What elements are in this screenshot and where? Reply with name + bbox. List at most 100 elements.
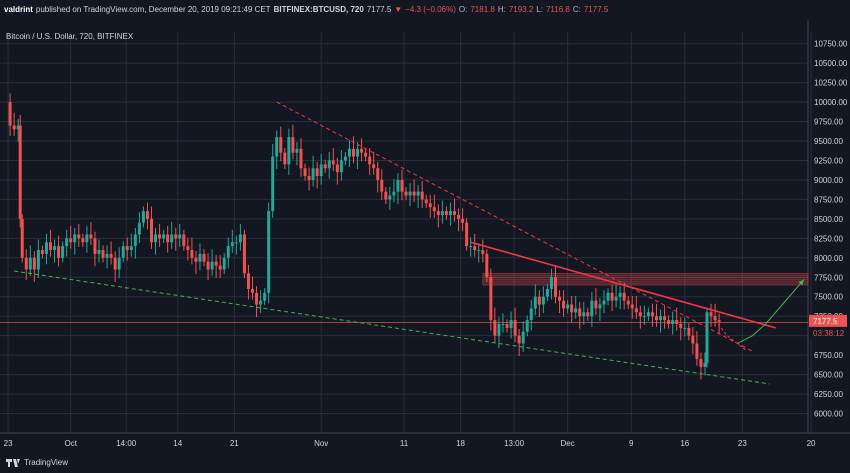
candle-body (376, 168, 380, 180)
candle-body (36, 250, 40, 270)
candle-body (489, 277, 493, 321)
candle-body (691, 335, 695, 344)
candle-body (137, 222, 141, 235)
candle-body (606, 292, 610, 301)
candle-body (485, 253, 489, 278)
candle-body (562, 300, 566, 309)
candle-body (198, 253, 202, 262)
y-tick-label: 10750.00 (814, 40, 848, 49)
symbol-label[interactable]: BITFINEX:BTCUSD, 720 (273, 5, 364, 14)
x-tick-label: 20 (807, 439, 816, 448)
y-tick-label: 8500.00 (814, 215, 843, 224)
candle-body (218, 265, 222, 270)
candle-body (319, 164, 323, 177)
countdown-label: 03:38:12 (813, 329, 845, 338)
candle-body (20, 218, 24, 258)
y-tick-label: 9250.00 (814, 156, 843, 165)
publisher-name[interactable]: valdrint (4, 5, 33, 14)
candle-body (400, 179, 404, 192)
x-tick-label: Oct (64, 439, 77, 448)
candle-body (671, 320, 675, 324)
candle-body (109, 253, 113, 258)
candle-body (352, 148, 355, 157)
candle-body (295, 148, 299, 153)
candle-body (307, 176, 311, 180)
candle-body (703, 362, 707, 367)
candle-body (448, 211, 452, 215)
candle-body (214, 261, 218, 266)
price-chart[interactable]: 6000.006250.006500.006750.007000.007250.… (0, 20, 850, 453)
candle-body (663, 316, 667, 321)
candle-body (360, 148, 364, 153)
x-tick-label: 23 (738, 439, 747, 448)
green-arrowhead (798, 279, 804, 286)
candle-body (85, 234, 89, 243)
red-dashed-trendline (276, 101, 753, 352)
candle-body (81, 238, 85, 243)
candle-body (416, 191, 420, 196)
candle-body (493, 320, 497, 336)
candle-body (683, 327, 687, 329)
candle-body (49, 242, 52, 251)
y-tick-label: 9000.00 (814, 176, 843, 185)
low-label: L: (536, 5, 543, 14)
candle-body (404, 191, 408, 196)
candle-body (570, 304, 574, 313)
candle-body (8, 102, 12, 126)
candle-body (481, 250, 485, 254)
candle-body (251, 288, 254, 293)
candle-body (279, 137, 283, 153)
candle-body (659, 316, 663, 321)
candle-body (210, 261, 214, 270)
candle-body (69, 238, 73, 243)
candle-body (529, 308, 533, 321)
candle-body (101, 250, 105, 258)
candle-body (574, 308, 578, 313)
candle-body (24, 257, 28, 270)
candle-body (705, 312, 709, 363)
candle-body (465, 222, 469, 247)
candle-body (428, 203, 432, 208)
candle-body (554, 277, 557, 297)
candle-body (602, 300, 606, 305)
candle-body (473, 246, 477, 251)
resistance-zone (482, 273, 809, 286)
candle-body (327, 160, 331, 169)
candle-body (372, 164, 376, 169)
green-projection-path (737, 279, 805, 344)
candle-body (255, 292, 259, 305)
candle-body (113, 257, 117, 270)
x-tick-label: 14:00 (116, 439, 137, 448)
candle-body (420, 191, 424, 200)
candle-body (65, 238, 69, 247)
candle-body (695, 343, 699, 360)
candle-body (339, 160, 343, 173)
candle-body (93, 238, 97, 254)
y-tick-label: 6500.00 (814, 371, 843, 380)
candle-body (626, 300, 630, 305)
y-tick-label: 8250.00 (814, 234, 843, 243)
low-value: 7116.8 (545, 5, 570, 14)
tradingview-brand[interactable]: TradingView (24, 458, 69, 467)
candle-body (444, 211, 448, 215)
candle-body (541, 296, 545, 305)
last-price: 7177.5 (366, 5, 392, 14)
candle-body (182, 234, 186, 247)
candle-body (77, 234, 81, 239)
candle-body (392, 191, 396, 196)
x-tick-label: 13:00 (504, 439, 525, 448)
x-tick-label: 11 (400, 439, 409, 448)
y-tick-label: 6750.00 (814, 351, 843, 360)
candle-body (174, 234, 178, 239)
candle-body (650, 312, 654, 317)
candle-body (194, 257, 198, 262)
candle-body (117, 257, 121, 270)
candle-body (158, 234, 162, 239)
candle-body (246, 273, 250, 289)
candle-body (432, 207, 436, 212)
y-tick-label: 10250.00 (814, 79, 848, 88)
candle-body (347, 148, 351, 157)
candle-body (646, 312, 650, 317)
candle-body (299, 148, 303, 169)
candle-body (356, 148, 360, 157)
